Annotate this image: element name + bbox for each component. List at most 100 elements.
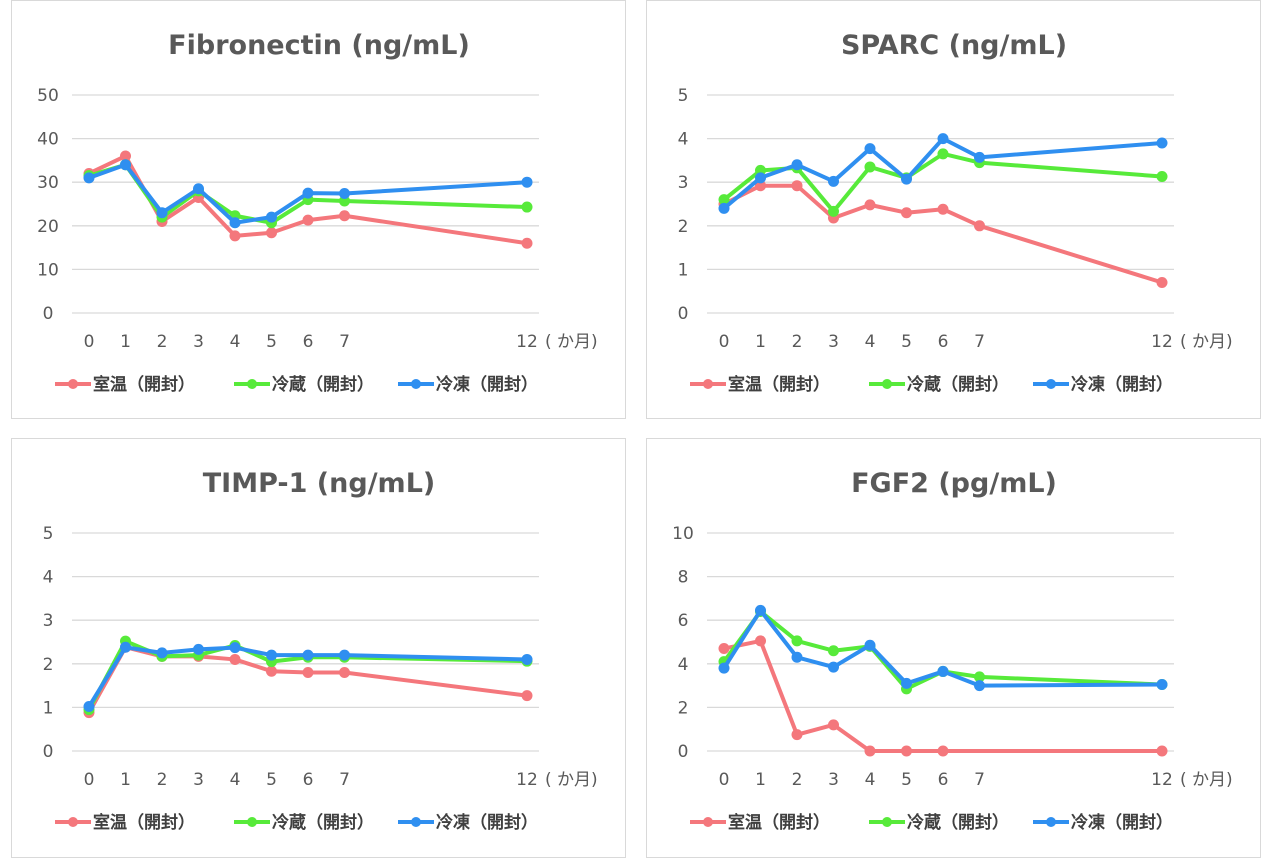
y-tick-label: 2 [43, 655, 54, 675]
data-point-refrigerated [974, 671, 985, 683]
data-point-frozen [120, 641, 131, 653]
x-unit-label: ( か月) [1180, 770, 1233, 790]
legend-marker-icon [1046, 817, 1056, 827]
data-point-refrigerated [521, 201, 533, 213]
legend-label: 冷蔵（開封） [907, 374, 1009, 395]
x-tick-label: 6 [303, 770, 314, 790]
data-point-room-temp [755, 635, 766, 647]
y-tick-label: 0 [43, 742, 54, 762]
data-point-room-temp [302, 214, 314, 226]
x-tick-label: 5 [266, 770, 277, 790]
data-point-room-temp [266, 665, 277, 677]
x-tick-label: 0 [719, 332, 730, 352]
legend-marker-icon [703, 379, 713, 389]
x-tick-label: 0 [84, 770, 95, 790]
data-point-frozen [828, 661, 839, 673]
legend-label: 冷蔵（開封） [272, 374, 374, 395]
data-point-frozen [901, 677, 912, 689]
legend-item-room-temp: 室温（開封） [690, 812, 830, 833]
data-point-frozen [120, 159, 131, 171]
x-tick-label: 12 [1151, 332, 1173, 352]
data-point-room-temp [937, 203, 949, 215]
x-tick-label: 4 [230, 770, 241, 790]
data-point-room-temp [791, 180, 803, 192]
data-point-room-temp [901, 745, 912, 757]
y-tick-label: 6 [678, 611, 689, 631]
data-point-frozen [791, 159, 803, 171]
y-tick-label: 20 [37, 217, 59, 237]
legend-label: 冷凍（開封） [436, 374, 538, 395]
x-tick-label: 3 [828, 770, 839, 790]
data-point-room-temp [339, 667, 350, 679]
legend-label: 冷凍（開封） [436, 812, 538, 833]
x-tick-label: 3 [193, 332, 204, 352]
y-tick-label: 0 [43, 304, 54, 324]
data-point-room-temp [1156, 745, 1168, 757]
data-point-room-temp [266, 227, 277, 239]
x-tick-label: 12 [516, 332, 538, 352]
data-point-frozen [193, 643, 204, 655]
y-tick-label: 3 [43, 611, 54, 631]
x-tick-label: 4 [865, 770, 876, 790]
data-point-frozen [266, 211, 277, 223]
legend-item-room-temp: 室温（開封） [690, 374, 830, 395]
y-tick-label: 50 [37, 86, 59, 106]
data-point-frozen [193, 183, 204, 195]
y-tick-label: 10 [37, 260, 59, 280]
data-point-room-temp [229, 653, 241, 665]
data-point-frozen [1156, 137, 1168, 149]
x-tick-label: 6 [938, 332, 949, 352]
legend-marker-icon [247, 379, 257, 389]
legend-item-frozen: 冷凍（開封） [1033, 374, 1173, 395]
chart-title: FGF2 (pg/mL) [851, 468, 1057, 499]
data-point-frozen [791, 651, 803, 663]
data-point-room-temp [901, 207, 912, 219]
chart-title: TIMP-1 (ng/mL) [203, 468, 435, 499]
y-tick-label: 4 [43, 568, 54, 588]
data-point-room-temp [521, 690, 533, 702]
data-point-room-temp [120, 150, 131, 162]
data-point-room-temp [302, 667, 314, 679]
data-point-frozen [339, 649, 350, 661]
data-point-room-temp [791, 729, 803, 741]
data-point-frozen [156, 207, 168, 219]
y-tick-label: 1 [678, 260, 689, 280]
y-tick-label: 5 [43, 524, 54, 544]
legend-label: 室温（開封） [93, 374, 195, 395]
data-point-frozen [864, 639, 876, 651]
data-point-frozen [974, 680, 985, 692]
data-point-frozen [83, 172, 95, 184]
chart-panel-sparc: SPARC (ng/mL) 0 1 2 3 4 5 0 1 2 3 4 5 6 7 12( か月) 室温（開封）… [646, 0, 1261, 419]
y-tick-label: 4 [678, 655, 689, 675]
x-tick-label: 1 [120, 770, 131, 790]
x-tick-label: 0 [719, 770, 730, 790]
legend-item-refrigerated: 冷蔵（開封） [869, 812, 1009, 833]
data-point-refrigerated [864, 161, 876, 173]
y-tick-label: 8 [678, 568, 689, 588]
x-tick-label: 12 [516, 770, 538, 790]
y-tick-label: 2 [678, 217, 689, 237]
data-point-frozen [718, 202, 730, 214]
x-tick-label: 5 [901, 770, 912, 790]
x-tick-label: 3 [828, 332, 839, 352]
x-tick-label: 6 [303, 332, 314, 352]
y-tick-label: 10 [672, 524, 694, 544]
data-point-frozen [156, 647, 168, 659]
data-point-refrigerated [791, 635, 803, 647]
legend-marker-icon [1046, 379, 1056, 389]
x-tick-label: 6 [938, 770, 949, 790]
data-point-frozen [521, 653, 533, 665]
data-point-frozen [266, 649, 277, 661]
legend-marker-icon [882, 379, 892, 389]
data-point-refrigerated [718, 194, 730, 206]
y-tick-label: 30 [37, 173, 59, 193]
x-tick-label: 5 [266, 332, 277, 352]
chart-title: SPARC (ng/mL) [841, 30, 1067, 61]
data-point-room-temp [339, 210, 350, 222]
x-tick-label: 7 [974, 332, 985, 352]
x-tick-label: 12 [1151, 770, 1173, 790]
y-tick-label: 4 [678, 130, 689, 150]
